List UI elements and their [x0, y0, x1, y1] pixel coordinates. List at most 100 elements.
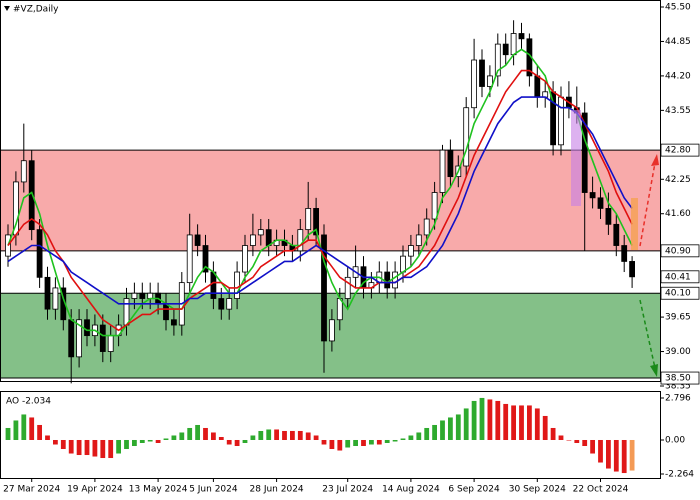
ao-bar: [400, 438, 406, 440]
highlight: [631, 198, 638, 250]
ao-bar: [139, 439, 145, 443]
ao-bar: [211, 432, 216, 440]
candle-body: [629, 261, 635, 278]
ao-bar: [5, 427, 11, 440]
candle-body: [494, 43, 501, 77]
ao-bar: [60, 439, 66, 450]
candle-body: [52, 287, 59, 310]
level-label: 38.50: [665, 374, 691, 384]
candle-body: [605, 208, 612, 225]
ao-bar: [519, 405, 524, 440]
candle-body: [321, 234, 327, 342]
moving-average: [7, 48, 633, 337]
ao-bar: [313, 435, 319, 440]
ao-bar: [455, 414, 461, 440]
candle-body: [486, 75, 493, 87]
ao-bar: [574, 439, 580, 443]
ao-bar: [100, 439, 106, 459]
candle-body: [597, 197, 604, 209]
candle-body: [313, 208, 320, 236]
ao-bar: [203, 427, 208, 440]
ao-bar: [29, 417, 35, 440]
candle-body: [297, 229, 304, 252]
ao-bar: [21, 414, 27, 440]
ao-bar: [613, 439, 619, 472]
y-tick-label: 41.60: [665, 209, 691, 219]
ao-bar: [92, 439, 98, 457]
level-label-box: [660, 371, 700, 385]
ao-bar: [179, 432, 185, 440]
ao-bar: [155, 439, 161, 443]
y-tick-label: 44.85: [665, 37, 691, 47]
ao-bar: [345, 439, 351, 448]
candle-body: [384, 271, 391, 289]
ao-bar: [629, 439, 635, 471]
ao-bar: [471, 400, 477, 440]
candle-body: [170, 319, 177, 326]
candle-body: [226, 298, 233, 310]
candle-body: [84, 319, 90, 337]
ao-bar: [598, 439, 603, 463]
chart-title: #VZ,Daily: [13, 5, 59, 15]
ao-bar: [384, 439, 390, 443]
y-tick-label: 2.796: [665, 394, 691, 404]
candle-body: [131, 292, 138, 299]
ao-bar: [226, 439, 232, 445]
candle-body: [305, 208, 312, 231]
ao-bar: [408, 435, 414, 440]
price-marks: [5, 20, 635, 384]
candle-body: [163, 303, 169, 321]
forecast-down: [639, 299, 658, 377]
ao-bar: [566, 439, 572, 441]
candle-body: [99, 324, 106, 352]
ao-bar: [487, 399, 493, 440]
candle-body: [621, 245, 628, 262]
ao-bar: [187, 427, 193, 440]
x-tick-label: 5 Jun 2024: [189, 485, 238, 495]
ao-bar: [13, 420, 19, 440]
candle-body: [439, 149, 446, 193]
ao-bar: [147, 439, 153, 442]
ao-bar: [606, 439, 611, 469]
x-tick-label: 14 Aug 2024: [382, 485, 440, 495]
level-label: 40.90: [665, 246, 691, 256]
candle-body: [415, 234, 422, 246]
ao-bar: [329, 439, 335, 450]
level-label: 40.10: [665, 289, 691, 299]
ao-bar: [171, 435, 177, 440]
ao-bar: [542, 415, 548, 440]
ao-bar: [116, 439, 121, 454]
level-label: 42.80: [665, 146, 691, 156]
candle-body: [431, 192, 438, 220]
candle-body: [518, 33, 525, 40]
ao-marks: [5, 397, 635, 474]
level-label: 40.41: [665, 272, 691, 282]
x-tick-label: 13 May 2024: [129, 485, 188, 495]
ao-bar: [432, 424, 437, 440]
candle-body: [463, 107, 470, 167]
candle-body: [328, 319, 335, 342]
candle-body: [471, 59, 478, 109]
level-label-box: [660, 286, 700, 300]
candle-body: [581, 112, 588, 193]
x-tick-label: 23 Jul 2024: [322, 485, 373, 495]
candle-body: [202, 245, 209, 273]
candle-body: [613, 223, 620, 246]
candle-body: [76, 319, 82, 358]
candle-body: [407, 245, 414, 257]
level-label-box: [660, 244, 700, 258]
ao-bar: [534, 408, 540, 440]
candle-body: [20, 160, 27, 183]
ao-bar: [590, 439, 595, 454]
candle-body: [265, 229, 272, 246]
forecast-up: [639, 154, 659, 247]
candle-body: [107, 335, 114, 352]
moving-average: [7, 96, 633, 305]
candle-body: [249, 234, 256, 246]
ao-bar: [258, 430, 264, 440]
x-tick-label: 30 Sep 2024: [509, 485, 566, 495]
candle-body: [186, 234, 193, 284]
ao-bar: [84, 439, 90, 456]
candle-body: [392, 271, 399, 289]
